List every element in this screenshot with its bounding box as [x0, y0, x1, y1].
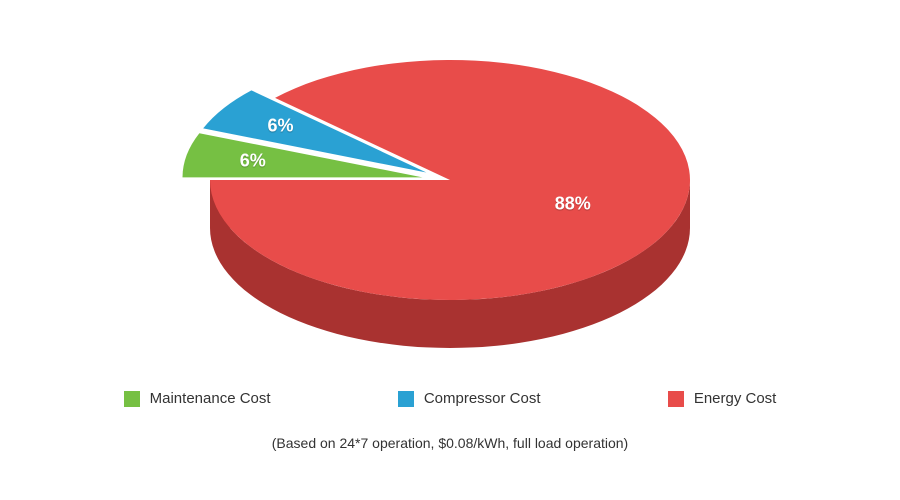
- chart-legend: Maintenance Cost Compressor Cost Energy …: [0, 390, 900, 407]
- legend-label: Compressor Cost: [424, 390, 541, 407]
- pie-chart: 6%6%88%: [0, 0, 900, 380]
- legend-swatch-compressor: [398, 391, 414, 407]
- chart-caption: (Based on 24*7 operation, $0.08/kWh, ful…: [0, 435, 900, 451]
- legend-item-compressor: Compressor Cost: [398, 390, 541, 407]
- legend-label: Maintenance Cost: [150, 390, 271, 407]
- pie-chart-svg: [0, 0, 900, 380]
- legend-item-energy: Energy Cost: [668, 390, 777, 407]
- legend-item-maintenance: Maintenance Cost: [124, 390, 271, 407]
- legend-label: Energy Cost: [694, 390, 777, 407]
- legend-swatch-maintenance: [124, 391, 140, 407]
- legend-swatch-energy: [668, 391, 684, 407]
